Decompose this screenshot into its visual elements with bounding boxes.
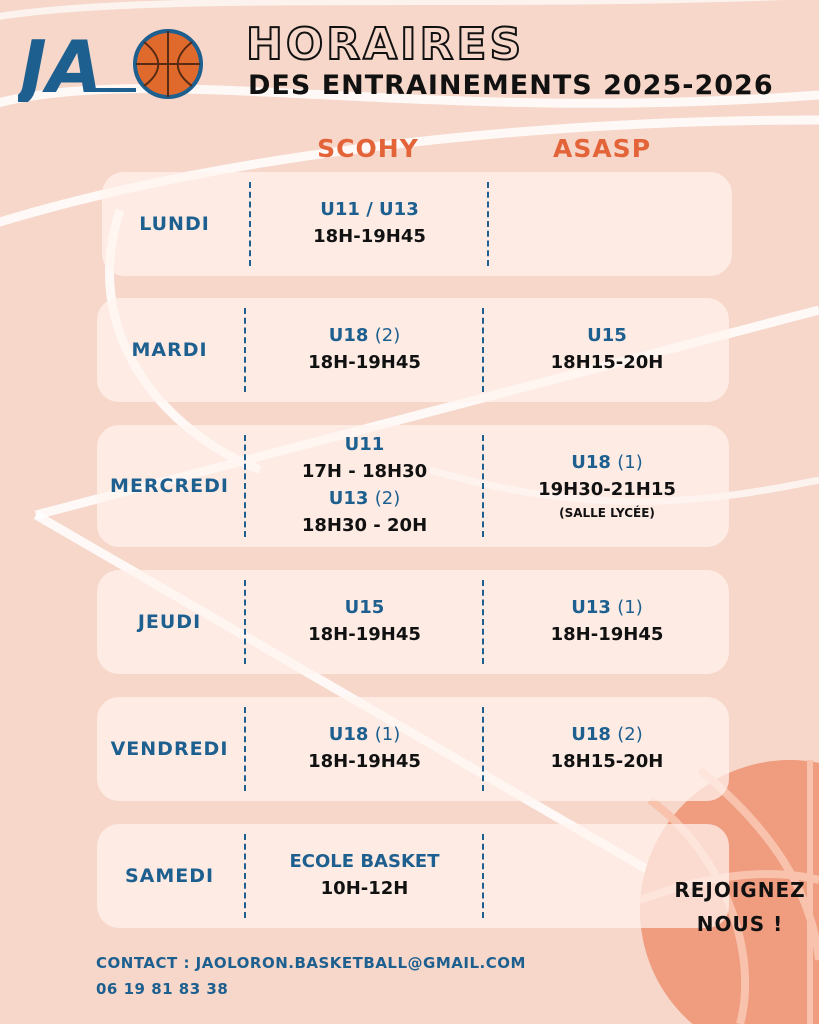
time-label: 18H-19H45: [550, 624, 664, 645]
group-number: (2): [374, 325, 401, 346]
dashed-divider: [482, 707, 484, 791]
day-label: SAMEDI: [124, 865, 215, 887]
cell-scohy: U18 (1) 18H-19H45: [247, 697, 482, 801]
time-label: 18H-19H45: [308, 624, 421, 645]
cta-line2: NOUS !: [696, 912, 784, 936]
column-header-asasp: ASASP: [552, 134, 652, 163]
time-label: 10H-12H: [320, 878, 409, 899]
day-label: LUNDI: [139, 213, 210, 235]
cell-scohy: U15 18H-19H45: [247, 570, 482, 674]
schedule-row: JEUDI U15 18H-19H45 U13 (1) 18H-19H45: [97, 570, 729, 674]
time-label: 18H-19H45: [308, 352, 421, 373]
dashed-divider: [244, 834, 246, 918]
dashed-divider: [244, 308, 246, 392]
group-label: U18 (1): [329, 722, 400, 748]
time-label: 18H30 - 20H: [301, 515, 428, 536]
time-label: 17H - 18H30: [301, 461, 428, 482]
dashed-divider: [249, 182, 251, 266]
contact-email: CONTACT : JAOLORON.BASKETBALL@GMAIL.COM: [96, 954, 526, 972]
cell-scohy: U11 17H - 18H30 U13 (2) 18H30 - 20H: [247, 425, 482, 547]
group-number: (2): [374, 488, 401, 509]
contact-phone: 06 19 81 83 38: [96, 980, 229, 998]
group-label: U11: [345, 432, 385, 458]
column-header-scohy: SCOHY: [317, 134, 419, 163]
group-name: U15: [587, 325, 627, 346]
time-label: 18H15-20H: [550, 352, 664, 373]
time-label: 19H30-21H15: [538, 479, 676, 500]
group-name: U15: [344, 597, 385, 618]
schedule-row: MERCREDI U11 17H - 18H30 U13 (2) 18H30 - 20H…: [97, 425, 729, 547]
schedule-row: VENDREDI U18 (1) 18H-19H45 U18 (2) 18H15-20H: [97, 697, 729, 801]
cell-asasp: U18 (2) 18H15-20H: [485, 697, 729, 801]
schedule-row: LUNDI U11 / U13 18H-19H45: [102, 172, 732, 276]
group-number: (1): [617, 452, 643, 473]
dashed-divider: [487, 182, 489, 266]
schedule-row: MARDI U18 (2) 18H-19H45 U15 18H15-20H: [97, 298, 729, 402]
dashed-divider: [244, 707, 246, 791]
group-name: U13: [571, 597, 611, 618]
time-label: 18H15-20H: [550, 751, 664, 772]
cell-scohy: ECOLE BASKET 10H-12H: [247, 824, 482, 928]
group-label: U18 (2): [571, 722, 642, 748]
page-subtitle: DES ENTRAINEMENTS 2025-2026: [248, 70, 774, 101]
group-name: ECOLE BASKET: [289, 851, 440, 872]
day-label: VENDREDI: [110, 738, 229, 760]
dashed-divider: [482, 308, 484, 392]
day-label: JEUDI: [137, 611, 202, 633]
group-number: (1): [617, 597, 643, 618]
cell-scohy: U18 (2) 18H-19H45: [247, 298, 482, 402]
group-number: (1): [374, 724, 401, 745]
time-label: 18H-19H45: [308, 751, 421, 772]
join-call-to-action: REJOIGNEZ NOUS !: [660, 873, 819, 941]
group-label: U18 (1): [571, 450, 642, 476]
group-label: U13 (2): [329, 486, 400, 512]
group-name: U18: [328, 724, 369, 745]
dashed-divider: [482, 580, 484, 664]
dashed-divider: [482, 834, 484, 918]
group-label: U13 (1): [571, 595, 642, 621]
group-number: (2): [617, 724, 643, 745]
group-name: U18: [571, 452, 611, 473]
cell-asasp: U18 (1) 19H30-21H15 (SALLE LYCÉE): [485, 425, 729, 547]
group-name: U11 / U13: [320, 199, 419, 220]
group-label: ECOLE BASKET: [290, 849, 440, 875]
group-name: U18: [571, 724, 611, 745]
dashed-divider: [482, 435, 484, 537]
schedule-row: SAMEDI ECOLE BASKET 10H-12H: [97, 824, 729, 928]
dashed-divider: [244, 435, 246, 537]
group-name: U13: [328, 488, 369, 509]
cell-asasp: [490, 172, 734, 276]
contact-block: CONTACT : JAOLORON.BASKETBALL@GMAIL.COM …: [96, 950, 526, 1002]
page-title: HORAIRES: [245, 19, 525, 70]
location-note: (SALLE LYCÉE): [559, 506, 655, 520]
dashed-divider: [244, 580, 246, 664]
group-name: U11: [344, 434, 385, 455]
group-label: U11 / U13: [320, 197, 418, 223]
cell-asasp: U15 18H15-20H: [485, 298, 729, 402]
cell-scohy: U11 / U13 18H-19H45: [252, 172, 487, 276]
club-logo: JA: [18, 25, 203, 102]
group-name: U18: [328, 325, 369, 346]
group-label: U18 (2): [329, 323, 400, 349]
cell-asasp: U13 (1) 18H-19H45: [485, 570, 729, 674]
time-label: 18H-19H45: [313, 226, 426, 247]
cta-line1: REJOIGNEZ: [674, 878, 806, 902]
group-label: U15: [345, 595, 385, 621]
day-label: MERCREDI: [110, 475, 229, 497]
group-label: U15: [587, 323, 627, 349]
day-label: MARDI: [131, 339, 208, 361]
